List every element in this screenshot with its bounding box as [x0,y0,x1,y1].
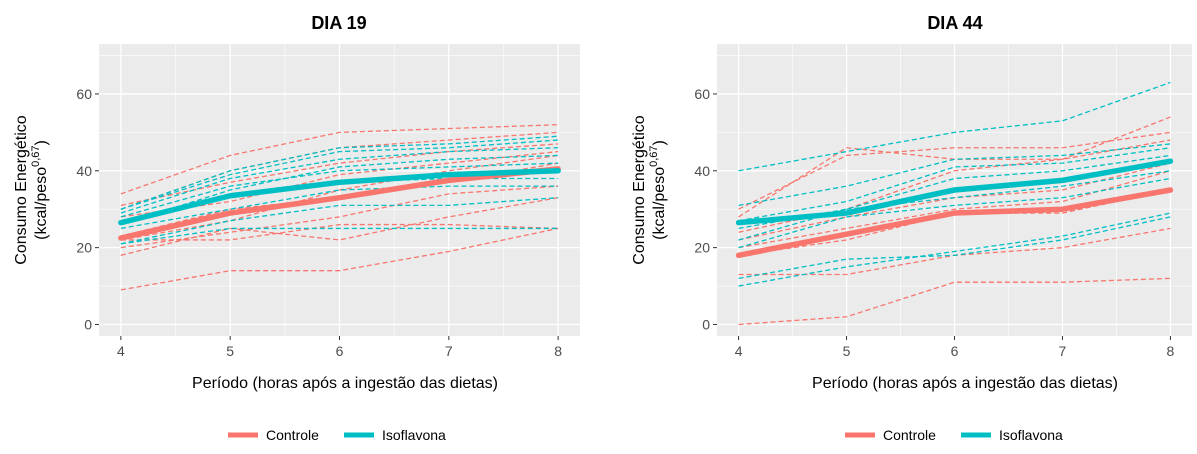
x-tick-label: 4 [117,343,125,359]
individual-line-isoflavona [738,143,1171,207]
chart-2: 0 20 40 60 4 5 6 7 8 DIA 44 Período (horas após a … [631,13,1192,443]
y-tick-label: 20 [76,240,92,256]
x-tick-label: 7 [445,343,453,359]
legend-label-controle: Controle [883,427,936,443]
chart-title: DIA 44 [927,13,982,33]
mean-line-controle [735,187,1174,259]
individual-line-isoflavona [120,139,559,210]
legend-label-controle: Controle [266,427,319,443]
x-tick-label: 5 [843,343,851,359]
mean-line-isoflavona [118,168,561,226]
chart-1: 0 20 40 60 4 5 6 7 8 DIA 19 Período (horas após a … [13,13,580,443]
x-tick-label: 5 [226,343,234,359]
individual-line-controle [120,185,559,249]
individual-line-controle [738,131,1171,210]
legend-label-isoflavona: Isoflavona [382,427,446,443]
individual-line-controle [120,227,559,291]
y-tick-label: 60 [76,86,92,102]
mean-line-controle [118,166,561,241]
individual-line-isoflavona [120,135,559,210]
individual-line-isoflavona [738,81,1171,172]
individual-line-isoflavona [738,177,1171,249]
individual-line-controle [738,277,1171,326]
y-tick-label: 60 [694,86,710,102]
individual-line-isoflavona [120,154,559,226]
mean-line-isoflavona [735,158,1174,226]
y-tick-label: 40 [694,163,710,179]
y-axis-units: (kcal/peso0,67) [648,140,668,240]
x-axis-label: Período (horas após a ingestão das dieta… [812,375,1118,392]
individual-line-isoflavona [738,147,1171,222]
x-axis-label: Período (horas após a ingestão das dieta… [192,375,498,392]
legend-label-isoflavona: Isoflavona [999,427,1063,443]
x-tick-label: 8 [1167,343,1175,359]
chart-title: DIA 19 [311,13,366,33]
individual-line-isoflavona [120,227,559,245]
individual-line-isoflavona [738,170,1171,241]
y-axis-label: Consumo Energético [13,115,30,265]
y-tick-label: 0 [702,316,710,332]
individual-line-controle [120,124,559,195]
individual-line-controle [738,170,1171,249]
y-axis-units: (kcal/peso0,67) [30,140,50,240]
individual-line-controle [120,223,559,241]
individual-line-isoflavona [120,185,559,230]
x-tick-label: 6 [336,343,344,359]
x-tick-label: 8 [554,343,562,359]
x-tick-label: 4 [735,343,743,359]
y-tick-label: 40 [76,163,92,179]
individual-line-isoflavona [738,212,1171,287]
individual-line-isoflavona [120,162,559,218]
x-tick-label: 7 [1059,343,1067,359]
y-tick-label: 0 [84,316,92,332]
individual-line-isoflavona [120,147,559,214]
y-axis-label: Consumo Energético [631,115,648,265]
individual-line-isoflavona [120,197,559,245]
x-tick-label: 6 [951,343,959,359]
y-tick-label: 20 [694,240,710,256]
individual-line-isoflavona [738,216,1171,280]
